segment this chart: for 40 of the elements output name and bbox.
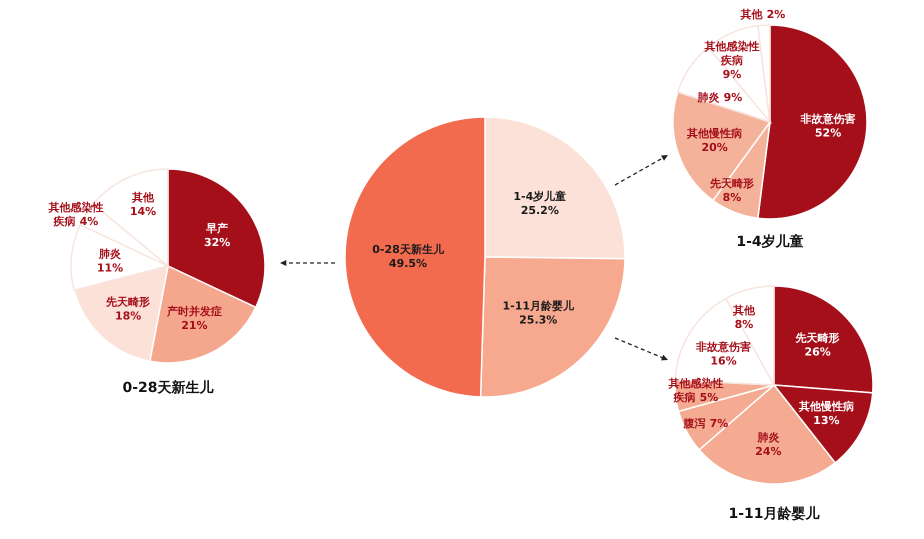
data-label: 24% xyxy=(755,445,782,458)
text: 1-11月龄婴儿 xyxy=(728,506,821,522)
slice-label: 其他慢性病 xyxy=(686,126,742,140)
slice-label: 腹泻 7% xyxy=(682,417,728,430)
slice-label: 先天畸形 xyxy=(105,295,150,308)
slice-label: 先天畸形 xyxy=(794,332,840,345)
slice-label: 肺炎 xyxy=(756,431,780,444)
data-label: 26% xyxy=(804,346,831,359)
data-label: 20% xyxy=(701,140,728,154)
slice-label: 0-28天新生儿 xyxy=(372,242,445,256)
data-label: 21% xyxy=(181,318,208,332)
data-label: 49.5% xyxy=(388,256,428,270)
data-label: 9% xyxy=(722,68,742,81)
slice-label: 1-4岁儿童 xyxy=(513,190,566,203)
slice-label: 产时并发症 xyxy=(166,304,222,318)
data-label: 18% xyxy=(114,309,142,322)
data-label: 52% xyxy=(814,126,842,140)
slice-label: 肺炎 9% xyxy=(696,91,742,104)
data-label: 8% xyxy=(734,318,754,331)
slice-label: 1-11月龄婴儿 xyxy=(502,300,575,313)
slice-label: 非故意伤害 xyxy=(695,340,752,354)
data-label: 14% xyxy=(130,205,156,218)
slice-label: 其他感染性疾病 xyxy=(704,40,760,67)
data-label: 25.2% xyxy=(520,204,559,217)
data-label: 25.3% xyxy=(519,314,558,327)
slice-label: 非故意伤害 xyxy=(800,112,856,126)
data-label: 13% xyxy=(813,414,840,428)
slice-label: 早产 xyxy=(205,222,228,235)
slice-label: 其他慢性病 xyxy=(798,400,854,414)
data-label: 8% xyxy=(722,191,742,204)
text: 1-4岁儿童 xyxy=(736,233,804,250)
data-label: 32% xyxy=(204,236,230,249)
slice-label: 其他 xyxy=(131,191,155,204)
slice-label: 其他 xyxy=(732,304,756,317)
slice-label: 其他感染性疾病 4% xyxy=(48,201,104,228)
slice-label: 肺炎 xyxy=(98,248,122,261)
text: 0-28天新生儿 xyxy=(122,379,215,396)
data-label: 11% xyxy=(96,262,124,275)
slice-label: 其他 2% xyxy=(740,8,786,21)
data-label: 16% xyxy=(710,354,737,368)
